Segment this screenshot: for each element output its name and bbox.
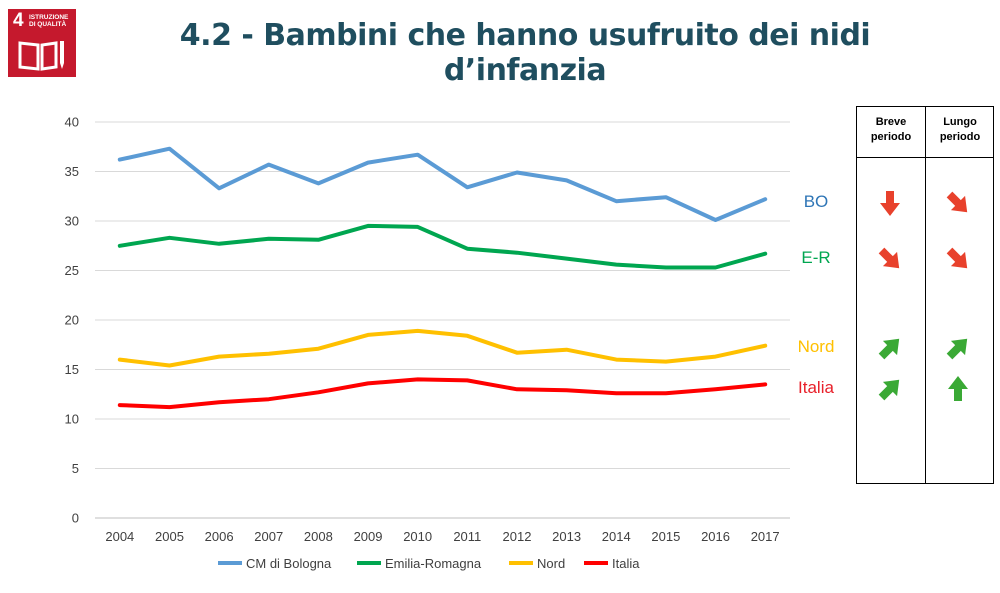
trend-header-long-term: Lungo periodo: [939, 116, 981, 143]
x-tick-label: 2017: [751, 529, 780, 544]
legend-label: CM di Bologna: [246, 556, 332, 571]
y-tick-label: 20: [65, 313, 79, 328]
sdg-goal-4-logo: 4 ISTRUZIONE DI QUALITÀ: [8, 9, 76, 77]
x-tick-label: 2007: [254, 529, 283, 544]
series-line: [117, 328, 768, 368]
series-line: [117, 146, 768, 222]
sdg-logo-number: 4: [13, 10, 24, 31]
sdg-logo-text: ISTRUZIONE DI QUALITÀ: [29, 14, 69, 28]
x-tick-label: 2015: [651, 529, 680, 544]
y-tick-label: 5: [72, 461, 79, 476]
trend-row-label: BO: [803, 192, 829, 211]
y-tick-label: 15: [65, 362, 79, 377]
y-tick-label: 30: [65, 214, 79, 229]
x-tick-label: 2016: [701, 529, 730, 544]
line-chart: 0 5 10 15 20 25 30 35 40 2004 2005 2006 2007 2008 2009…: [65, 115, 790, 571]
trend-arrow-long-down-right-icon: [943, 244, 973, 274]
y-tick-label: 10: [65, 412, 79, 427]
page-title: 4.2 - Bambini che hanno usufruito dei ni…: [179, 18, 871, 88]
book-pen-icon: [18, 41, 64, 71]
trend-header-short-term: Breve periodo: [870, 116, 912, 143]
trend-arrow-long-up-icon: [943, 374, 973, 404]
legend-label: Emilia-Romagna: [385, 556, 482, 571]
trend-arrow-short-down-right-icon: [875, 244, 905, 274]
y-tick-label: 35: [65, 164, 79, 179]
x-tick-label: 2006: [205, 529, 234, 544]
y-tick-label: 40: [65, 115, 79, 130]
x-tick-label: 2010: [403, 529, 432, 544]
trend-row-label: E-R: [801, 248, 831, 267]
x-tick-label: 2013: [552, 529, 581, 544]
trend-arrow-long-down-right-icon: [943, 188, 973, 218]
trend-arrow-short-down-icon: [875, 188, 905, 218]
x-tick-label: 2008: [304, 529, 333, 544]
trend-table-column-divider: [925, 107, 926, 483]
trend-arrow-short-up-right-icon: [875, 333, 905, 363]
legend-label: Italia: [612, 556, 640, 571]
x-tick-label: 2005: [155, 529, 184, 544]
series-line: [117, 223, 768, 270]
y-tick-label: 0: [72, 511, 79, 526]
x-tick-label: 2014: [602, 529, 631, 544]
x-tick-label: 2012: [503, 529, 532, 544]
x-tick-label: 2009: [354, 529, 383, 544]
trend-table: Breve periodo Lungo periodo: [856, 106, 994, 484]
trend-row-label: Nord: [797, 337, 835, 356]
y-tick-label: 25: [65, 263, 79, 278]
legend-label: Nord: [537, 556, 565, 571]
x-tick-label: 2011: [453, 529, 481, 544]
trend-row-label: Italia: [798, 378, 834, 397]
series-line: [117, 377, 768, 410]
trend-arrow-short-up-right-icon: [875, 374, 905, 404]
trend-arrow-long-up-right-icon: [943, 333, 973, 363]
x-tick-label: 2004: [105, 529, 134, 544]
